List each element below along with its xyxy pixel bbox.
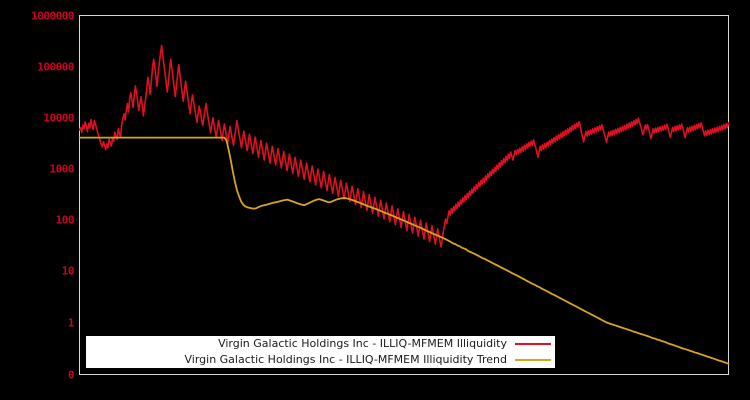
legend-swatch-illiquidity	[515, 343, 551, 345]
legend-entry-illiquidity-trend: Virgin Galactic Holdings Inc - ILLIQ-MFM…	[86, 352, 555, 368]
legend-entry-illiquidity: Virgin Galactic Holdings Inc - ILLIQ-MFM…	[86, 336, 555, 352]
legend-label-illiquidity: Virgin Galactic Holdings Inc - ILLIQ-MFM…	[218, 337, 507, 350]
y-tick-label: 1000000	[31, 9, 74, 22]
y-tick-label: 100	[55, 213, 75, 227]
y-tick-label: 10000	[43, 111, 74, 125]
series-layer	[78, 44, 730, 365]
series-line-illiquidity-trend	[78, 136, 730, 365]
series-line-illiquidity	[78, 44, 730, 248]
plot-frame	[79, 15, 729, 375]
y-tick-label: 1	[67, 316, 75, 329]
y-tick-label: 1000	[49, 162, 75, 176]
legend: Virgin Galactic Holdings Inc - ILLIQ-MFM…	[86, 336, 555, 368]
legend-swatch-illiquidity-trend	[515, 359, 551, 361]
y-tick-label: 100000	[37, 60, 74, 74]
y-tick-label: 0	[67, 368, 75, 381]
y-tick-label: 10	[61, 264, 75, 278]
y-axis-tick-labels: 1000000 100000 10000 1000 100 10 1 0	[0, 0, 74, 400]
legend-label-illiquidity-trend: Virgin Galactic Holdings Inc - ILLIQ-MFM…	[184, 353, 507, 366]
